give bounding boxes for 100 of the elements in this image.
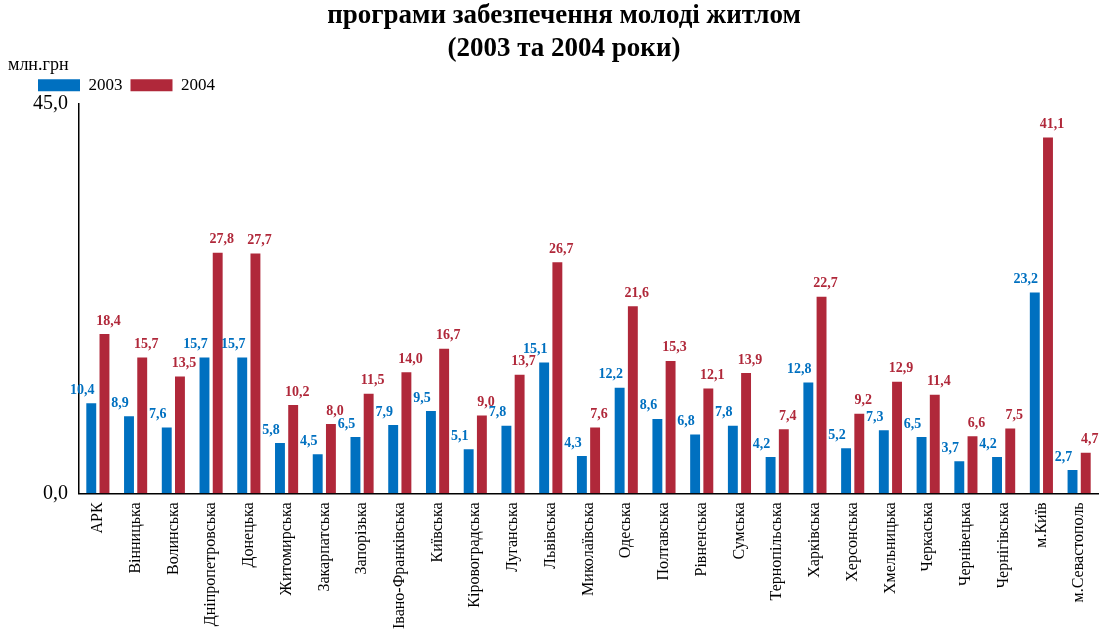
data-label: 6,6 xyxy=(967,414,986,430)
bar xyxy=(854,413,865,494)
data-label: 15,3 xyxy=(662,339,687,355)
chart-title: програми забезпечення молоді житлом (2003 та 2004 роки) xyxy=(327,0,801,62)
data-label: 21,6 xyxy=(624,284,650,300)
data-label: 18,4 xyxy=(96,312,121,328)
x-tick-label: Кіровоградська xyxy=(465,502,484,608)
bar xyxy=(212,252,223,494)
data-label: 4,2 xyxy=(752,435,771,451)
data-label: 4,2 xyxy=(979,435,997,451)
y-tick-label: 0,0 xyxy=(43,480,68,503)
bar xyxy=(250,253,261,494)
legend-label: 2004 xyxy=(181,74,216,94)
bar xyxy=(1029,292,1040,494)
bar xyxy=(576,456,587,494)
x-tick-label: Хмельницька xyxy=(880,502,899,595)
bar xyxy=(1043,137,1053,494)
x-tick-label: Черкаська xyxy=(918,502,937,572)
bar xyxy=(137,357,148,494)
x-tick-label: Херсонська xyxy=(842,502,861,582)
x-tick-label: Сумська xyxy=(729,502,748,560)
data-label: 16,7 xyxy=(435,327,461,343)
data-label: 5,2 xyxy=(828,426,846,442)
bar xyxy=(476,415,487,494)
bar xyxy=(288,405,299,494)
data-label: 15,7 xyxy=(183,336,208,352)
bar xyxy=(590,427,601,494)
x-tick-label: Київська xyxy=(427,502,445,563)
bar xyxy=(124,416,134,494)
x-tick-label: Миколаївська xyxy=(578,502,596,596)
data-label: 41,1 xyxy=(1039,116,1065,132)
bar xyxy=(878,430,889,494)
bar xyxy=(614,387,625,494)
x-tick-label: Одеська xyxy=(616,502,635,559)
x-tick-label: Івано-Франківська xyxy=(390,502,408,630)
bar xyxy=(929,394,940,494)
data-label: 15,7 xyxy=(220,336,246,352)
bar xyxy=(665,360,676,494)
bar xyxy=(778,429,789,494)
bar xyxy=(501,425,512,494)
data-label: 6,8 xyxy=(677,413,695,429)
data-label: 12,1 xyxy=(700,367,725,383)
data-label: 6,5 xyxy=(903,415,922,431)
data-label: 6,5 xyxy=(337,415,356,431)
bar xyxy=(967,436,978,494)
bar xyxy=(627,306,638,494)
x-tick-label: Луганська xyxy=(503,502,522,573)
bar xyxy=(816,296,827,494)
bar xyxy=(703,388,714,494)
x-tick-label: Волинська xyxy=(163,502,181,575)
data-label: 26,7 xyxy=(549,240,574,256)
data-label: 12,2 xyxy=(598,366,623,382)
x-tick-label: Закарпатська xyxy=(314,502,333,592)
bar xyxy=(86,403,97,494)
data-label: 4,7 xyxy=(1080,431,1099,447)
y-axis-title: млн.грн xyxy=(8,53,69,74)
data-label: 8,9 xyxy=(111,394,129,410)
bar xyxy=(514,374,525,494)
x-tick-label: Львівська xyxy=(540,502,558,569)
data-label: 7,4 xyxy=(779,407,797,423)
bar xyxy=(237,357,248,494)
x-tick-label: Чернігівська xyxy=(993,502,1012,589)
bar xyxy=(363,393,374,494)
data-label: 5,1 xyxy=(450,427,469,443)
bar xyxy=(954,461,965,494)
data-label: 22,7 xyxy=(813,275,838,291)
legend-label: 2003 xyxy=(88,74,123,94)
bar xyxy=(425,411,436,494)
data-label: 7,6 xyxy=(149,406,167,422)
data-label: 11,4 xyxy=(926,373,951,389)
bar xyxy=(161,427,172,494)
data-label: 4,5 xyxy=(299,432,318,448)
data-label: 7,6 xyxy=(590,406,608,422)
x-tick-label: Вінницька xyxy=(125,502,144,574)
x-tick-label: Житомирська xyxy=(276,502,295,596)
bar xyxy=(401,372,412,494)
bar xyxy=(325,424,336,494)
data-label: 7,5 xyxy=(1005,407,1023,423)
bar xyxy=(539,362,550,494)
data-label: 7,8 xyxy=(715,404,733,420)
data-label: 9,5 xyxy=(413,389,431,405)
data-label: 14,0 xyxy=(398,350,423,366)
data-label: 15,7 xyxy=(133,336,159,352)
x-tick-label: Харківська xyxy=(805,502,824,578)
bar xyxy=(463,449,474,494)
x-tick-label: Донецька xyxy=(239,502,258,568)
data-label: 12,8 xyxy=(787,361,812,377)
bar xyxy=(99,334,110,494)
bar xyxy=(275,443,285,494)
bar xyxy=(312,454,323,494)
data-label: 4,3 xyxy=(564,434,582,450)
bar xyxy=(1080,452,1091,494)
data-label: 5,8 xyxy=(262,421,280,437)
x-tick-label: м.Севастополь xyxy=(1069,502,1087,603)
bar xyxy=(765,456,776,494)
bar xyxy=(803,382,814,494)
data-label: 13,9 xyxy=(737,351,763,367)
data-label: 12,9 xyxy=(888,360,914,376)
bar xyxy=(741,373,752,494)
bar xyxy=(199,357,210,494)
